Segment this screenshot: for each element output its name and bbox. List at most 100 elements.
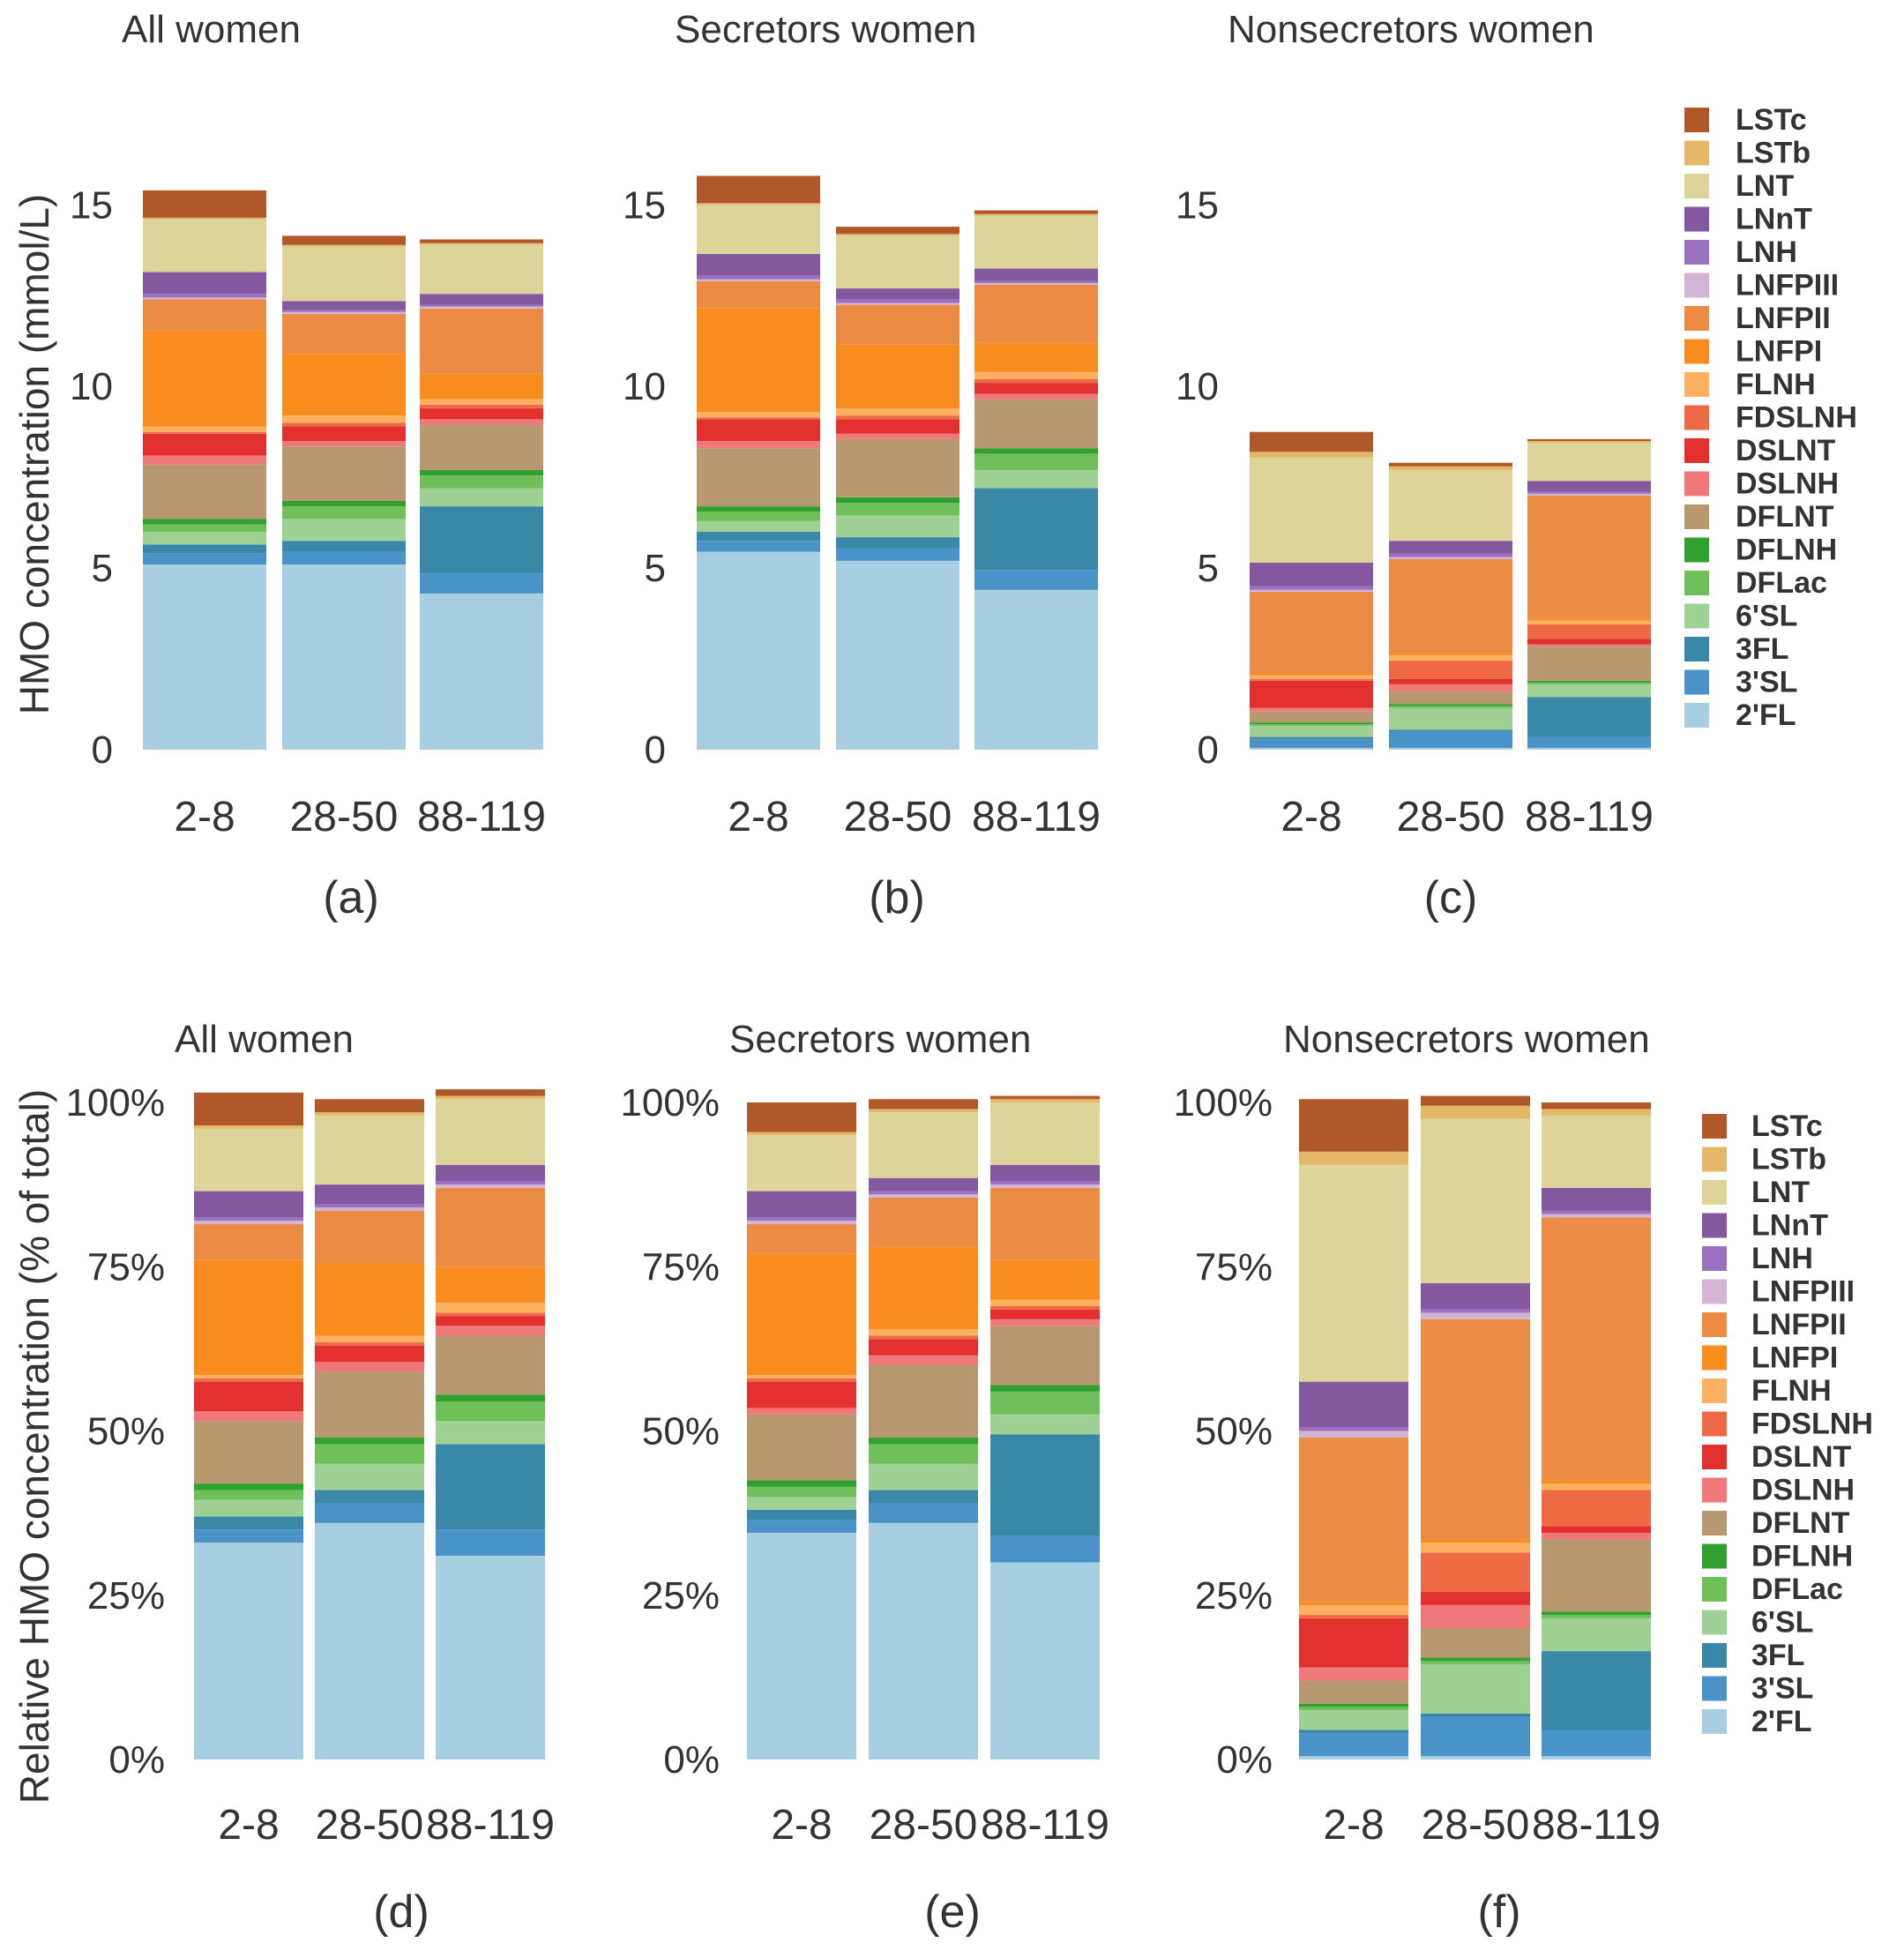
bar-segment-lstb [194, 1125, 303, 1129]
y-tick-label: 50% [642, 1410, 720, 1453]
bar-segment-lstc [1542, 1102, 1651, 1109]
legend-label-lstb: LSTb [1736, 137, 1811, 170]
bar-segment-lstc [194, 1092, 303, 1126]
legend-swatch-dflnt [1684, 504, 1709, 529]
x-category-label: 88-119 [1532, 1802, 1661, 1849]
bar-segment-lnfpi [1299, 1602, 1408, 1605]
bar-segment-3-sl [747, 1520, 856, 1533]
legend-label-lnfpii: LNFPII [1736, 302, 1831, 335]
bar-segment-lstb [143, 217, 266, 220]
bar-segment-dflnh [282, 500, 406, 507]
bar-segment-lnt [1389, 469, 1512, 542]
bar-segment-lnh [420, 304, 543, 307]
bar-segment-3-sl [1421, 1716, 1530, 1757]
bar-segment-fdslnh [1421, 1552, 1530, 1593]
legend-label-6-sl: 6'SL [1736, 600, 1797, 633]
bar-segment-dslnh [420, 419, 543, 425]
panel-c: Nonsecretors women 0 5 10 15 2-8 28-50 88-119 (c… [1176, 8, 1654, 923]
x-category-label: 2-8 [1323, 1802, 1384, 1849]
bar-segment-dslnh [974, 393, 1098, 400]
bar-segment-dslnh [282, 441, 406, 447]
bar-segment-lnfpi [990, 1259, 1100, 1300]
bar-segment-lnt [747, 1135, 856, 1192]
legend-label-3fl: 3FL [1736, 632, 1788, 666]
y-tick-label: 100% [65, 1081, 165, 1124]
bar-segment-lnnt [747, 1191, 856, 1218]
bar-segment-flnh [420, 399, 543, 405]
bar-segment-lstb [869, 1109, 978, 1113]
x-category-label: 88-119 [426, 1802, 555, 1849]
legend-swatch-lnfpi [1702, 1345, 1727, 1371]
panel-d: All women 0% 25% 50% 75% 100% 2-8 28-50 88-119 (d… [65, 1018, 555, 1938]
bar-segment-3fl [1542, 1651, 1651, 1730]
legend-swatch-3fl [1702, 1643, 1727, 1668]
bar-segment-lnnt [1299, 1381, 1408, 1428]
bar-segment-lstc [974, 210, 1098, 214]
bar-segment-3fl [1299, 1730, 1408, 1734]
bar-segment-dslnt [836, 419, 959, 434]
bar-segment-dflnt [697, 448, 820, 507]
legend-label-flnh: FLNH [1736, 368, 1816, 401]
bar-segment-lnh [315, 1204, 424, 1208]
bar-segment-6-sl [869, 1463, 978, 1491]
bar-segment-dflnt [747, 1414, 856, 1481]
legend-label-flnh: FLNH [1751, 1374, 1832, 1408]
bar-segment-2-fl [1299, 1756, 1408, 1759]
bar-segment-3fl [1421, 1713, 1530, 1717]
bar-segment-dflac [697, 512, 820, 521]
bar-segment-lnfpi [420, 373, 543, 400]
bar-segment-6-sl [990, 1414, 1100, 1435]
bar-segment-fdslnh [420, 404, 543, 408]
y-tick-label: 15 [70, 183, 113, 227]
bar-segment-flnh [697, 412, 820, 418]
y-tick-label: 75% [87, 1245, 165, 1289]
y-tick-label: 5 [1198, 547, 1219, 590]
bar-segment-flnh [869, 1329, 978, 1336]
bar-segment-dflnh [990, 1385, 1100, 1392]
legend-swatch-6-sl [1684, 603, 1709, 629]
bar-segment-6-sl [974, 469, 1098, 489]
x-category-label: 88-119 [981, 1802, 1109, 1849]
legend-swatch-dslnt [1684, 438, 1709, 463]
bar-segment-dslnt [1389, 678, 1512, 684]
bar-segment-flnh [315, 1335, 424, 1342]
x-category-label: 88-119 [417, 794, 546, 841]
bar-segment-lstc [420, 239, 543, 243]
bar-segment-dslnh [697, 441, 820, 449]
bar-segment-dslnh [1527, 644, 1651, 646]
bar-segment-3-sl [143, 553, 266, 564]
legend-label-fdslnh: FDSLNH [1736, 401, 1857, 435]
x-category-label: 28-50 [1422, 1802, 1530, 1849]
bar-segment-lnt [1542, 1115, 1651, 1188]
bar-segment-flnh [1542, 1483, 1651, 1491]
bar-segment-dflnt [1250, 711, 1373, 723]
bar-segment-2-fl [1250, 747, 1373, 750]
bar-segment-dflnh [1421, 1657, 1530, 1662]
bar-segment-dslnh [836, 433, 959, 439]
bar-segment-lnfpiii [747, 1221, 856, 1224]
legend-swatch-lnh [1684, 240, 1709, 265]
panel-label-b: (b) [869, 872, 925, 923]
bar-segment-fdslnh [315, 1341, 424, 1346]
bar-segment-dflac [143, 524, 266, 532]
bar-segment-lnfpi [1542, 1480, 1651, 1484]
bar-segment-lstc [697, 176, 820, 204]
bar-segment-3fl [974, 488, 1098, 571]
legend-swatch-lnnt [1684, 206, 1709, 232]
x-category-label: 28-50 [290, 794, 399, 841]
bar-segment-lnt [1250, 457, 1373, 563]
bar-segment-2-fl [282, 564, 406, 750]
bar-segment-dflnh [1527, 680, 1651, 683]
bar-segment-lnt [974, 215, 1098, 269]
y-tick-label: 0% [663, 1738, 720, 1782]
legend-label-3-sl: 3'SL [1736, 666, 1797, 699]
bar-segment-6-sl [836, 515, 959, 538]
bar-segment-dslnh [1542, 1532, 1651, 1540]
bar-segment-dslnh [315, 1362, 424, 1372]
legend-swatch-lnt [1702, 1180, 1727, 1205]
legend-label-dflnt: DFLNT [1736, 500, 1834, 534]
legend-label-lnh: LNH [1751, 1242, 1813, 1275]
bar-segment-dflnh [1250, 722, 1373, 725]
x-category-label: 2-8 [174, 794, 235, 841]
legend-swatch-3-sl [1684, 669, 1709, 695]
